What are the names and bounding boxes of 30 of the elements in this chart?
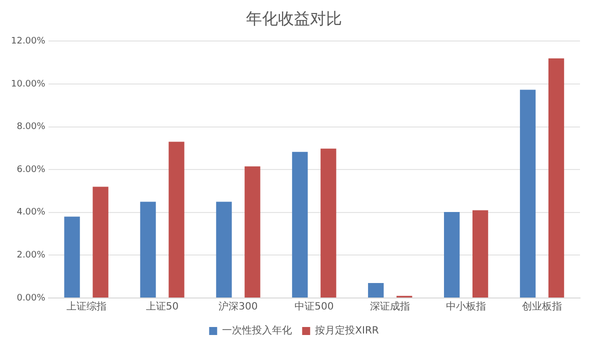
bar [320,148,336,298]
bar [64,216,80,298]
bar [520,90,536,298]
legend-label: 按月定投XIRR [315,324,379,337]
bar [92,186,108,298]
y-tick-label: 6.00% [16,164,46,175]
y-tick-label: 8.00% [16,122,46,132]
bar [472,210,488,298]
x-tick-label: 上证50 [146,300,179,313]
bar [444,212,460,298]
y-tick-label: 2.00% [16,250,46,261]
bar [216,202,232,298]
y-tick-label: 4.00% [16,208,46,218]
bar [548,58,564,298]
bar [368,283,384,298]
y-tick-label: 0.00% [16,293,46,304]
x-tick-label: 深证成指 [370,300,410,313]
bar [292,152,308,298]
x-tick-label: 上证综指 [66,300,106,313]
legend-label: 一次性投入年化 [222,324,292,337]
x-tick-label: 沪深300 [218,300,258,313]
bar [140,202,156,298]
bar [168,142,184,298]
x-tick-label: 中小板指 [446,300,486,313]
y-tick-label: 12.00% [10,36,46,47]
x-tick-label: 创业板指 [522,300,562,313]
x-tick-label: 中证500 [294,300,334,313]
chart-title: 年化收益对比 [246,8,342,28]
y-tick-label: 10.00% [10,79,46,90]
bar [244,166,260,298]
